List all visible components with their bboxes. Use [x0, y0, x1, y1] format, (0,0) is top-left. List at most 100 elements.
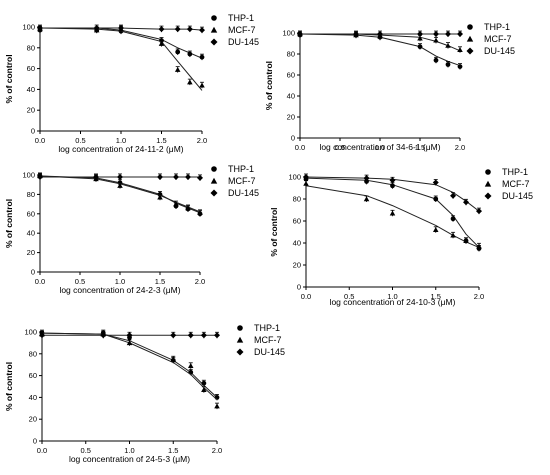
- y-axis-label: % of control: [264, 61, 274, 110]
- data-point-du-145: [389, 177, 396, 184]
- legend-marker-mcf-7: [210, 26, 218, 33]
- x-tick-label: 1.5: [415, 143, 425, 152]
- y-tick-label: 100: [282, 29, 295, 38]
- data-point-mcf-7: [158, 40, 165, 46]
- data-point-mcf-7: [170, 356, 177, 362]
- x-tick-label: 1.5: [168, 446, 178, 455]
- data-point-mcf-7: [214, 403, 220, 409]
- data-point-du-145: [100, 332, 107, 339]
- data-point-du-145: [476, 208, 482, 215]
- y-tick-label: 60: [287, 71, 295, 80]
- x-tick-label: 2.0: [195, 277, 205, 286]
- legend-label-mcf-7: MCF-7: [228, 176, 256, 186]
- x-tick-label: 1.5: [431, 292, 441, 301]
- data-point-du-145: [187, 332, 194, 339]
- data-point-du-145: [417, 31, 423, 38]
- data-point-mcf-7: [197, 210, 203, 216]
- x-tick-label: 1.0: [124, 446, 134, 455]
- data-point-du-145: [450, 192, 457, 199]
- data-point-thp-1: [390, 183, 395, 189]
- legend-marker-du-145: [466, 47, 474, 55]
- data-point-thp-1: [199, 54, 205, 60]
- data-point-du-145: [377, 31, 383, 38]
- x-tick-label: 0.0: [301, 292, 311, 301]
- data-point-du-145: [173, 173, 179, 180]
- legend-label-thp-1: THP-1: [484, 22, 510, 32]
- data-point-du-145: [93, 173, 99, 180]
- legend-label-thp-1: THP-1: [502, 167, 528, 177]
- data-point-du-145: [297, 31, 303, 38]
- legend-marker-thp-1: [211, 15, 217, 21]
- y-tick-label: 100: [288, 173, 301, 182]
- data-point-mcf-7: [187, 79, 193, 85]
- legend-marker-du-145: [236, 348, 244, 356]
- y-tick-label: 20: [293, 261, 301, 270]
- y-tick-label: 60: [27, 209, 35, 218]
- y-tick-label: 60: [293, 217, 301, 226]
- y-tick-label: 40: [27, 85, 35, 94]
- y-tick-label: 20: [29, 415, 37, 424]
- data-point-du-145: [432, 179, 439, 186]
- data-point-mcf-7: [199, 82, 205, 88]
- data-point-du-145: [457, 31, 463, 38]
- legend-marker-thp-1: [485, 169, 491, 175]
- legend-label-mcf-7: MCF-7: [502, 179, 530, 189]
- y-tick-label: 0: [297, 283, 301, 292]
- x-tick-label: 0.0: [37, 446, 47, 455]
- data-point-mcf-7: [126, 340, 133, 346]
- y-axis-label: % of control: [269, 207, 279, 256]
- data-point-du-145: [117, 173, 123, 180]
- legend-label-thp-1: THP-1: [228, 164, 254, 174]
- data-point-thp-1: [433, 57, 439, 63]
- data-point-mcf-7: [417, 35, 423, 41]
- y-tick-label: 80: [27, 190, 35, 199]
- data-point-mcf-7: [303, 180, 309, 186]
- x-tick-label: 0.5: [335, 143, 345, 152]
- data-point-thp-1: [457, 64, 463, 69]
- data-point-thp-1: [201, 380, 207, 386]
- legend-marker-du-145: [210, 38, 218, 46]
- legend-marker-mcf-7: [484, 180, 492, 187]
- data-point-du-145: [353, 31, 359, 38]
- chart-panel-2: 0.0 0.5 1.0 1.5 2.0 0 20 40 60 80 100 log concentra…: [264, 22, 515, 152]
- data-point-du-145: [303, 174, 309, 180]
- data-point-du-145: [363, 175, 370, 182]
- data-point-mcf-7: [450, 232, 456, 238]
- data-point-mcf-7: [173, 201, 179, 207]
- x-tick-label: 0.0: [295, 143, 305, 152]
- data-point-du-145: [445, 31, 451, 38]
- data-point-du-145: [170, 332, 177, 339]
- y-tick-label: 100: [22, 171, 35, 180]
- legend-marker-mcf-7: [466, 35, 474, 42]
- y-tick-label: 100: [22, 23, 35, 32]
- x-tick-label: 1.5: [155, 277, 165, 286]
- x-tick-label: 0.0: [35, 277, 45, 286]
- legend-label-du-145: DU-145: [502, 191, 533, 201]
- x-tick-label: 1.5: [156, 136, 166, 145]
- data-point-thp-1: [364, 179, 369, 184]
- y-axis-label: % of control: [4, 199, 14, 248]
- data-point-du-145: [463, 199, 470, 206]
- legend-label-du-145: DU-145: [228, 37, 259, 47]
- data-point-thp-1: [187, 51, 193, 57]
- x-tick-label: 2.0: [197, 136, 207, 145]
- data-point-mcf-7: [389, 210, 396, 216]
- y-tick-label: 60: [29, 371, 37, 380]
- y-tick-label: 20: [27, 248, 35, 257]
- legend-marker-mcf-7: [210, 177, 218, 184]
- legend-marker-thp-1: [467, 24, 473, 30]
- y-axis-label: % of control: [4, 362, 14, 411]
- y-tick-label: 0: [33, 437, 37, 446]
- chart-panel-5: 0.0 0.5 1.0 1.5 2.0 0 20 40 60 80 100 log concentra…: [4, 323, 285, 464]
- y-tick-label: 0: [291, 134, 295, 143]
- x-tick-label: 2.0: [455, 143, 465, 152]
- legend-label-du-145: DU-145: [254, 347, 285, 357]
- y-tick-label: 80: [287, 50, 295, 59]
- data-point-mcf-7: [187, 363, 194, 368]
- x-tick-label: 2.0: [474, 292, 484, 301]
- x-axis-label: log concentration of 34-6-1 (μM): [319, 142, 440, 152]
- legend-label-mcf-7: MCF-7: [484, 34, 512, 44]
- y-tick-label: 0: [31, 127, 35, 136]
- data-point-du-145: [37, 25, 43, 32]
